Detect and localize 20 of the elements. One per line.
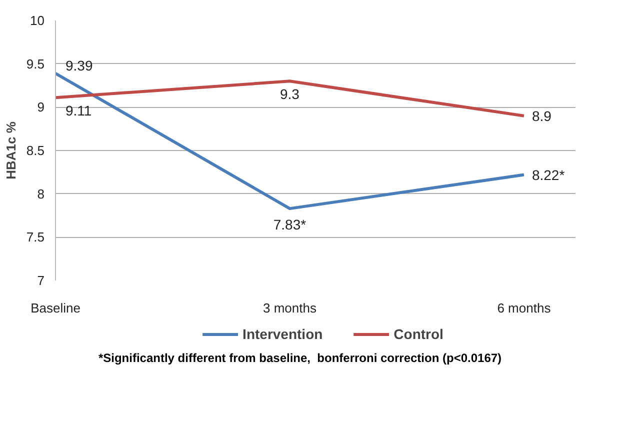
y-tick-label: 7 [37,273,45,288]
data-label: 9.39 [66,57,93,74]
data-label: 7.83* [273,216,307,233]
y-tick-label: 10 [30,13,45,28]
x-tick-label: 3 months [263,300,317,316]
legend-label: Control [394,326,444,342]
text: *Significantly different from baseline, bonferroni correction (p<0.0167) [98,350,502,367]
x-tick-label: Baseline [30,300,80,316]
y-tick-label: 9.5 [26,56,45,72]
y-tick-label: 8.5 [26,143,45,158]
data-label: 8.9 [532,108,552,124]
y-tick-label: 7.5 [26,230,45,245]
data-label: 8.22* [532,166,566,183]
y-tick-label: 8 [37,186,45,202]
x-tick-label: 6 months [497,300,552,316]
y-tick-label: 9 [37,100,45,115]
data-label: 9.3 [280,86,300,102]
data-label: 9.11 [66,102,92,119]
y-axis-title: HBA1c % [3,121,18,180]
legend-label: Intervention [242,326,323,342]
